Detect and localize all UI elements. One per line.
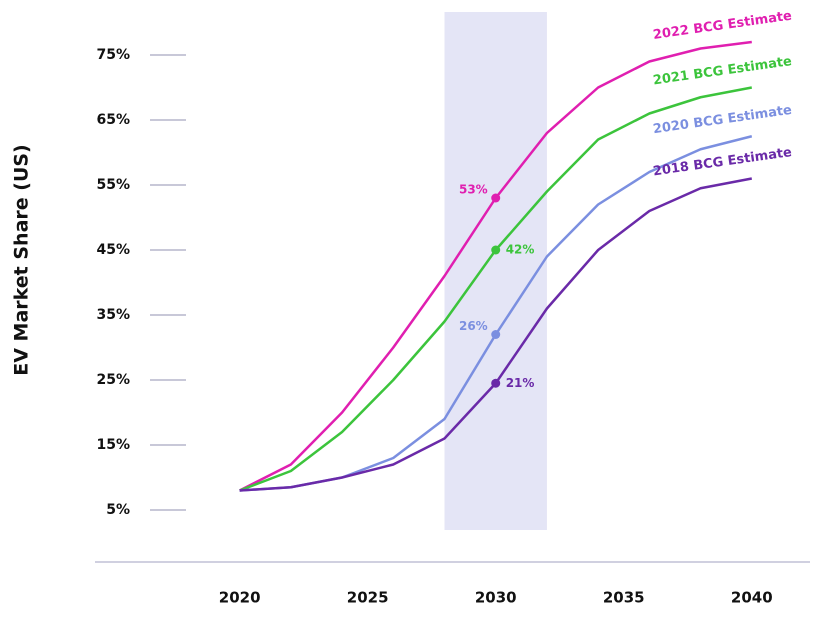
point (491, 378, 501, 388)
legend-label: 2021 BCG Estimate (652, 54, 793, 88)
y-tick-label: 75% (96, 47, 130, 63)
x-tick-label: 2025 (347, 589, 389, 607)
highlight-band (444, 12, 547, 530)
y-tick-label: 65% (96, 112, 130, 128)
point (491, 245, 501, 255)
annotation: 53% (459, 183, 488, 197)
y-tick-label: 5% (106, 502, 130, 518)
legend-label: 2022 BCG Estimate (652, 9, 793, 43)
x-tick-label: 2030 (475, 589, 517, 607)
x-tick-label: 2040 (731, 589, 773, 607)
y-tick-label: 35% (96, 307, 130, 323)
y-tick-label: 45% (96, 242, 130, 258)
annotation: 42% (506, 243, 535, 257)
point (491, 193, 501, 203)
y-tick-label: 55% (96, 177, 130, 193)
legend-label: 2018 BCG Estimate (652, 145, 793, 179)
x-tick-label: 2020 (219, 589, 261, 607)
point (491, 330, 501, 339)
y-axis-label: EV Market Share (US) (11, 144, 33, 376)
y-tick-label: 25% (96, 372, 130, 388)
annotation: 26% (459, 319, 488, 333)
y-tick-label: 15% (96, 437, 130, 453)
x-tick-label: 2035 (603, 589, 645, 607)
legend-label: 2020 BCG Estimate (652, 103, 793, 137)
annotation: 21% (506, 376, 535, 390)
